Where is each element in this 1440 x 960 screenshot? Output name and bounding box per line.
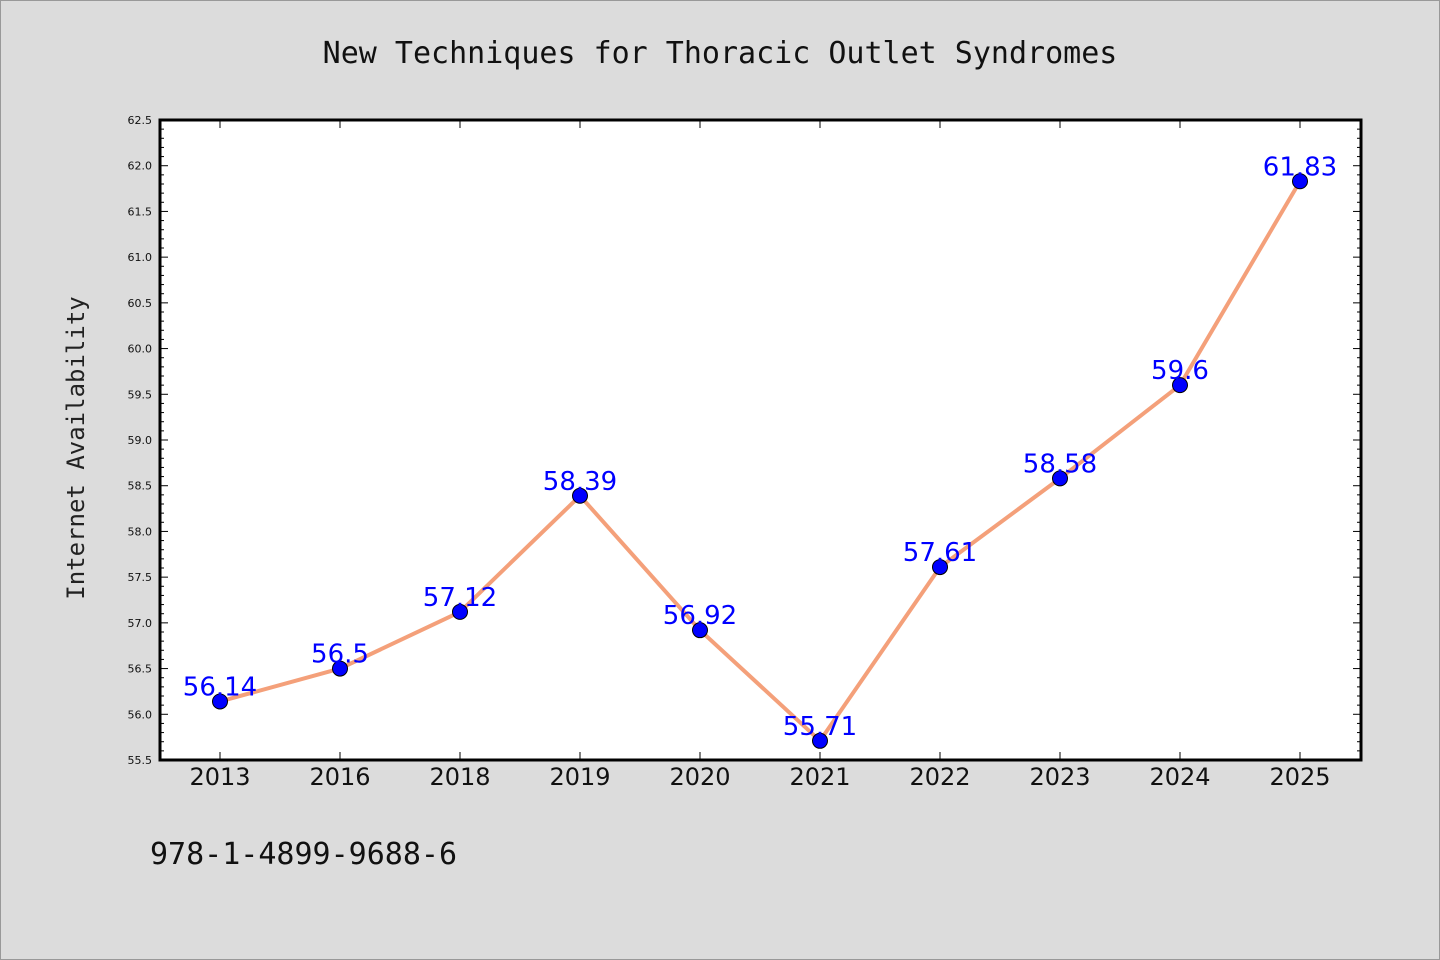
y-tick-label: 61.5	[128, 205, 153, 218]
x-tick-label: 2016	[309, 763, 370, 791]
y-tick-label: 57.0	[128, 617, 153, 630]
data-point-marker	[932, 559, 948, 576]
chart-title: New Techniques for Thoracic Outlet Syndr…	[323, 36, 1118, 71]
data-point-marker	[1292, 173, 1308, 190]
data-value-label: 58.58	[1023, 449, 1097, 479]
data-value-label: 59.6	[1151, 356, 1209, 386]
data-point-marker	[1172, 377, 1188, 394]
x-tick-label: 2021	[789, 763, 850, 791]
y-tick-label: 57.5	[128, 571, 153, 584]
x-tick-label: 2025	[1269, 763, 1330, 791]
data-markers	[212, 173, 1308, 749]
y-tick-label: 62.0	[128, 160, 153, 173]
data-point-marker	[812, 732, 828, 749]
x-tick-label: 2024	[1149, 763, 1210, 791]
y-tick-label: 55.5	[128, 754, 153, 767]
series-line-group	[219, 180, 1302, 743]
y-tick-label: 56.0	[128, 708, 153, 721]
data-value-label: 57.61	[903, 538, 977, 568]
data-value-label: 56.14	[183, 672, 257, 702]
data-point-marker	[1052, 470, 1068, 487]
y-tick-label: 58.5	[128, 480, 153, 493]
y-tick-label: 61.0	[128, 251, 153, 264]
data-value-label: 56.5	[311, 640, 369, 670]
plot-area	[158, 118, 1363, 762]
data-point-marker	[212, 693, 228, 710]
data-value-label: 61.83	[1263, 152, 1337, 182]
x-tick-label: 2023	[1029, 763, 1090, 791]
x-axis: 2013 2016 2018 2019 2020 2021 2022 2023 2024 2025	[189, 120, 1331, 791]
y-tick-label: 59.5	[128, 388, 153, 401]
series-line	[219, 180, 1302, 743]
y-tick-label: 60.5	[128, 297, 153, 310]
data-point-marker	[332, 660, 348, 677]
y-tick-label: 59.0	[128, 434, 153, 447]
y-tick-label: 62.5	[128, 114, 153, 127]
y-axis: 55.5 56.0 56.5 57.0 57.5 58.0 58.5 59.0 59.5 60.0…	[128, 114, 1361, 767]
y-tick-label: 58.0	[128, 525, 153, 538]
data-value-label: 56.92	[663, 601, 737, 631]
x-tick-label: 2013	[189, 763, 250, 791]
data-point-marker	[572, 487, 588, 504]
y-axis-label: Internet Availability	[62, 296, 90, 599]
data-value-label: 58.39	[543, 467, 617, 497]
isbn-footer: 978-1-4899-9688-6	[150, 837, 457, 872]
data-value-label: 57.12	[423, 583, 497, 613]
x-tick-label: 2018	[429, 763, 490, 791]
data-point-marker	[692, 622, 708, 639]
data-point-marker	[452, 603, 468, 620]
data-value-label: 55.71	[783, 712, 857, 742]
x-tick-label: 2019	[549, 763, 610, 791]
y-tick-label: 56.5	[128, 663, 153, 676]
y-tick-label: 60.0	[128, 343, 153, 356]
x-tick-label: 2020	[669, 763, 730, 791]
data-labels: 56.14 56.5 57.12 58.39 56.92 55.71 57.61 58.58 5…	[183, 152, 1337, 742]
x-tick-label: 2022	[909, 763, 970, 791]
